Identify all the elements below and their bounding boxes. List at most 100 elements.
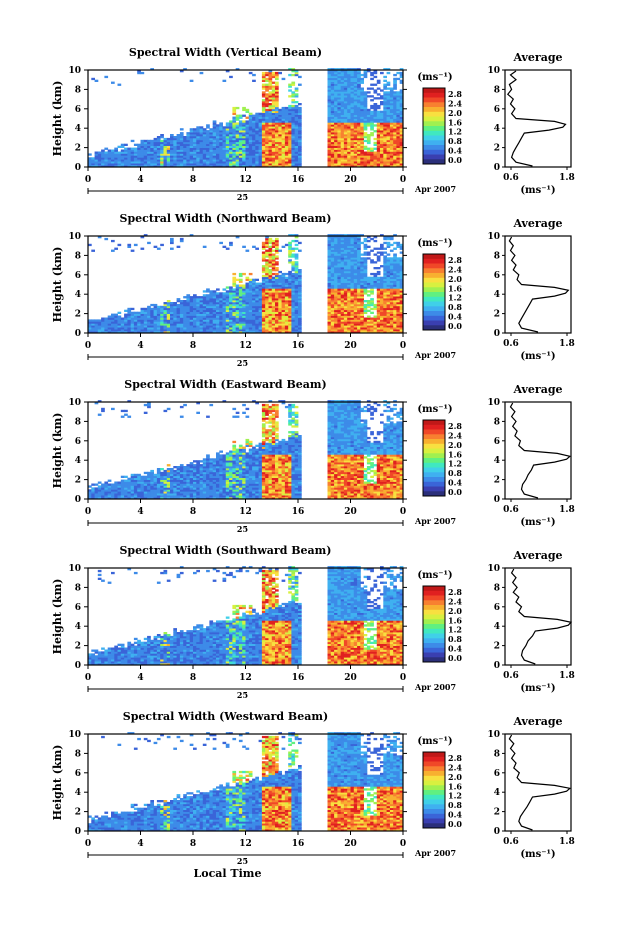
heatmap-cell xyxy=(343,241,348,245)
heatmap-cell xyxy=(284,130,289,133)
heatmap-cell xyxy=(238,302,243,305)
heatmap-cell xyxy=(183,319,187,322)
heatmap-cell xyxy=(386,151,391,154)
heatmap-cell xyxy=(268,73,273,77)
heatmap-cell xyxy=(357,73,361,77)
heatmap-cell xyxy=(294,71,299,75)
heatmap-cell xyxy=(265,284,269,287)
heatmap-cell xyxy=(376,147,381,150)
heatmap-cell xyxy=(360,309,364,312)
heatmap-cell xyxy=(265,99,269,102)
heatmap-cell xyxy=(232,145,237,148)
heatmap-cell xyxy=(242,157,246,160)
heatmap-cell xyxy=(88,327,92,330)
heatmap-cell xyxy=(222,136,227,139)
heatmap-cell xyxy=(396,110,401,113)
heatmap-cell xyxy=(147,145,151,148)
heatmap-cell xyxy=(327,101,332,104)
heatmap-cell xyxy=(393,263,397,266)
heatmap-cell xyxy=(363,103,368,106)
heatmap-cell xyxy=(370,114,374,117)
heatmap-cell xyxy=(271,272,276,276)
heatmap-cell xyxy=(242,124,246,127)
heatmap-cell xyxy=(383,149,387,152)
heatmap-cell xyxy=(399,89,404,92)
heatmap-cell xyxy=(268,136,273,139)
heatmap-cell xyxy=(327,309,332,312)
heatmap-cell xyxy=(222,157,227,160)
heatmap-cell xyxy=(363,71,368,75)
heatmap-cell xyxy=(370,317,374,320)
heatmap-cell xyxy=(340,270,345,274)
heatmap-cell xyxy=(347,315,351,318)
heatmap-cell xyxy=(294,247,299,250)
heatmap-cell xyxy=(160,313,164,316)
heatmap-cell xyxy=(186,298,191,301)
heatmap-cell xyxy=(255,305,259,309)
heatmap-cell xyxy=(334,269,338,272)
heatmap-cell xyxy=(104,327,109,330)
heatmap-cell xyxy=(343,134,348,137)
heatmap-cell xyxy=(235,331,240,334)
heatmap-cell xyxy=(334,323,338,326)
heatmap-cell xyxy=(255,153,259,156)
heatmap-cell xyxy=(88,329,92,332)
heatmap-cell xyxy=(330,145,335,148)
heatmap-cell xyxy=(160,159,164,162)
heatmap-cell xyxy=(294,300,299,303)
heatmap-cell xyxy=(357,130,361,133)
heatmap-cell xyxy=(248,120,253,123)
heatmap-cell xyxy=(347,303,351,307)
heatmap-cell xyxy=(393,257,397,260)
heatmap-cell xyxy=(353,274,358,278)
heatmap-cell xyxy=(393,259,397,262)
heatmap-cell xyxy=(137,143,141,146)
heatmap-cell xyxy=(163,157,168,160)
heatmap-cell xyxy=(343,282,348,285)
heatmap-cell xyxy=(248,132,253,135)
heatmap-cell xyxy=(225,165,230,168)
heatmap-cell xyxy=(212,317,217,320)
heatmap-cell xyxy=(275,278,279,281)
heatmap-cell xyxy=(104,151,109,154)
heatmap-cell xyxy=(117,329,122,332)
heatmap-cell xyxy=(327,130,332,133)
heatmap-cell xyxy=(199,323,204,326)
heatmap-cell xyxy=(284,163,289,166)
average-x-tick-label: 1.8 xyxy=(559,173,575,183)
heatmap-cell xyxy=(252,307,256,311)
heatmap-cell xyxy=(353,145,358,148)
heatmap-cell xyxy=(334,255,338,258)
heatmap-cell xyxy=(291,147,296,150)
heatmap-cell xyxy=(284,278,289,281)
heatmap-cell xyxy=(222,315,227,318)
heatmap-cell xyxy=(380,134,384,137)
heatmap-cell xyxy=(360,99,364,102)
heatmap-cell xyxy=(245,276,250,279)
heatmap-cell xyxy=(179,157,184,160)
heatmap-cell xyxy=(291,305,296,309)
heatmap-cell xyxy=(386,313,391,316)
heatmap-cell xyxy=(153,151,158,154)
heatmap-cell xyxy=(193,294,197,297)
heatmap-cell xyxy=(366,257,371,260)
heatmap-cell xyxy=(337,286,342,289)
heatmap-cell xyxy=(366,323,371,326)
heatmap-cell xyxy=(393,234,397,237)
heatmap-cell xyxy=(347,116,351,119)
heatmap-cell xyxy=(337,143,342,146)
heatmap-cell xyxy=(360,106,364,110)
heatmap-cell xyxy=(350,319,355,322)
heatmap-cell xyxy=(347,99,351,102)
heatmap-cell xyxy=(291,263,296,266)
heatmap-cell xyxy=(258,302,263,305)
heatmap-cell xyxy=(209,323,214,326)
heatmap-cell xyxy=(281,136,286,139)
heatmap-cell xyxy=(291,108,296,112)
heatmap-cell xyxy=(343,159,348,162)
heatmap-cell xyxy=(291,253,296,256)
heatmap-cell xyxy=(383,110,387,113)
heatmap-cell xyxy=(189,159,194,162)
heatmap-cell xyxy=(357,288,361,291)
heatmap-cell xyxy=(153,303,158,307)
